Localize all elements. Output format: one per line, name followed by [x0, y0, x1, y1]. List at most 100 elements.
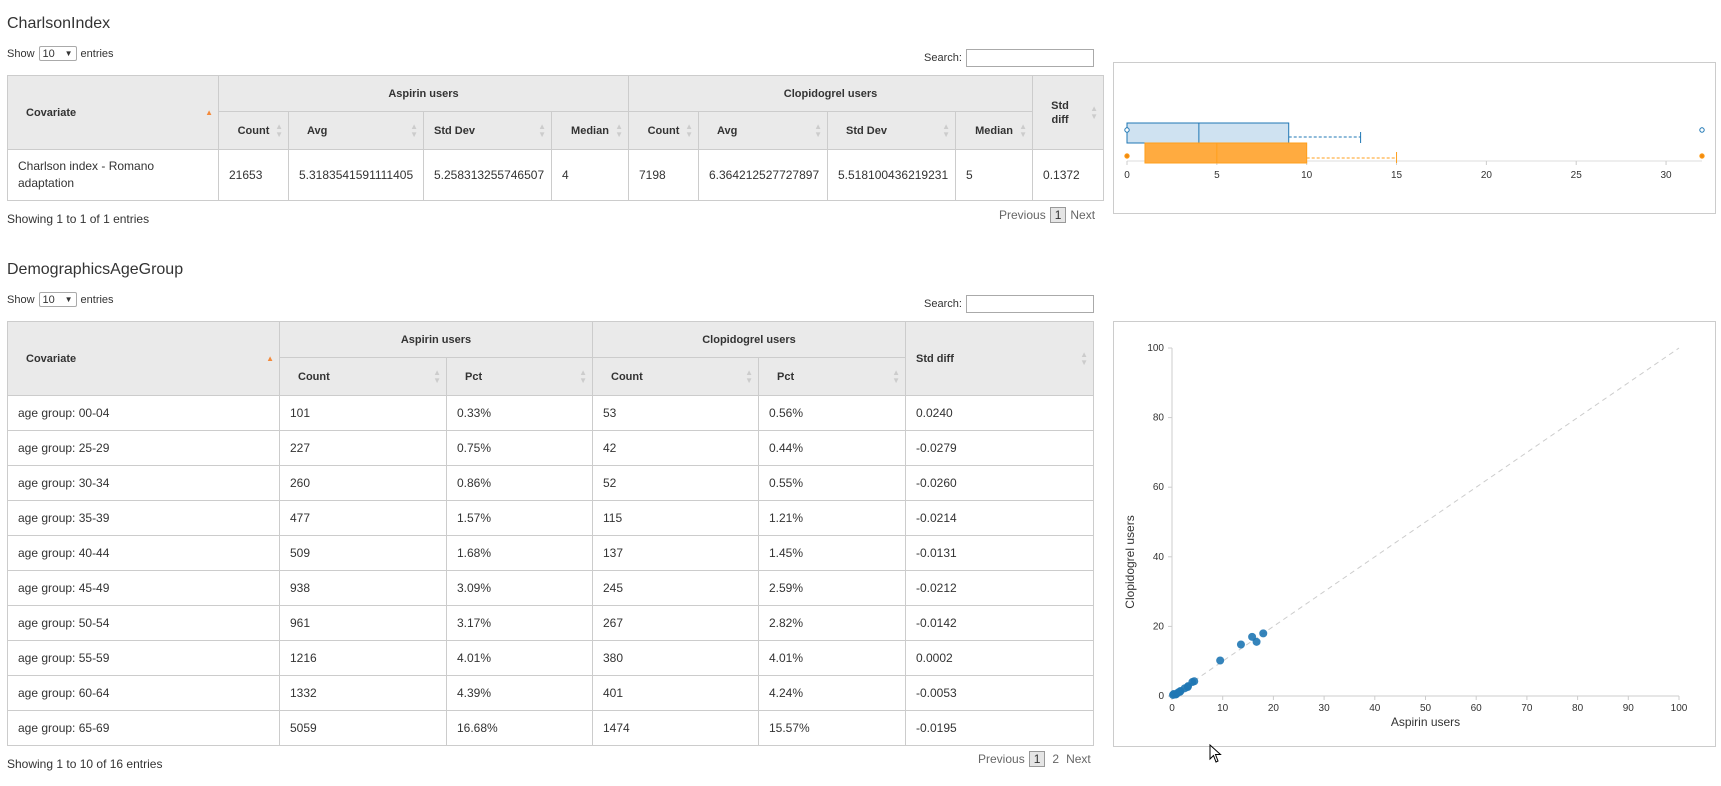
x-tick-label: 90 [1623, 703, 1635, 714]
cell-aspirin-count: 101 [279, 395, 447, 431]
column-header-clopidogrel-count[interactable]: Count ▲ ▼ [592, 357, 759, 396]
cell-aspirin-pct: 0.75% [446, 430, 593, 466]
cell-clopidogrel-count: 42 [592, 430, 759, 466]
search-label: Search: [924, 52, 962, 64]
y-axis-label: Clopidogrel users [1123, 515, 1137, 608]
next-button[interactable]: Next [1066, 752, 1091, 766]
charlson-search: Search: [924, 49, 1094, 67]
cell-clopidogrel-median: 5 [954, 149, 1034, 201]
box-aspirin [1126, 122, 1290, 144]
show-label: Show [7, 293, 35, 306]
table-row: age group: 60-64 1332 4.39% 401 4.24% -0.0053 [7, 675, 1094, 711]
sort-icon: ▲ ▼ [1080, 349, 1088, 367]
scatter-svg: 0 10 20 30 40 50 60 70 80 90 100 0 20 40 60 80 100 Aspiri… [1123, 343, 1688, 729]
column-header-clopidogrel-pct[interactable]: Pct ▲ ▼ [758, 357, 906, 396]
x-tick-label: 100 [1671, 703, 1688, 714]
cell-aspirin-count: 1216 [279, 640, 447, 676]
column-header-clopidogrel-count[interactable]: Count ▲ ▼ [628, 111, 699, 150]
column-header-clopidogrel-std-dev[interactable]: Std Dev ▲ ▼ [827, 111, 956, 150]
cell-clopidogrel-pct: 0.55% [758, 465, 906, 501]
next-button[interactable]: Next [1070, 208, 1096, 222]
previous-button[interactable]: Previous [978, 752, 1025, 766]
entries-select[interactable]: 10 ▼ [38, 46, 77, 61]
entries-value: 10 [42, 293, 55, 306]
cell-aspirin-count: 21653 [218, 149, 289, 201]
sort-asc-icon: ▲ [266, 353, 274, 363]
x-tick-label: 20 [1268, 703, 1280, 714]
x-tick-label: 25 [1571, 170, 1583, 181]
cell-clopidogrel-count: 137 [592, 535, 759, 571]
x-tick-label: 30 [1661, 170, 1673, 181]
demographics-search: Search: [924, 295, 1094, 313]
group-header-aspirin: Aspirin users [279, 321, 593, 358]
scatter-point [1248, 632, 1257, 641]
sort-icon: ▲ ▼ [1090, 103, 1099, 121]
column-header-aspirin-count[interactable]: Count ▲ ▼ [279, 357, 447, 396]
demographics-table: Covariate ▲ Aspirin users Clopidogrel use… [7, 321, 1094, 746]
box-clopidogrel [1144, 142, 1308, 164]
sort-icon: ▲ ▼ [410, 121, 418, 139]
page-1-button[interactable]: 1 [1049, 207, 1067, 223]
table-row: age group: 30-34 260 0.86% 52 0.55% -0.0260 [7, 465, 1094, 501]
charlson-table-info: Showing 1 to 1 of 1 entries [7, 212, 150, 226]
cursor-icon [1209, 744, 1222, 763]
entries-value: 10 [42, 47, 55, 60]
sort-icon: ▲ ▼ [433, 367, 441, 385]
cell-std-diff: 0.1372 [1032, 149, 1105, 201]
page-2-button[interactable]: 2 [1052, 752, 1060, 766]
page-1-button[interactable]: 1 [1028, 751, 1046, 767]
cell-std-diff: -0.0212 [905, 570, 1094, 606]
cell-clopidogrel-avg: 6.364212527727897 [698, 149, 828, 201]
y-tick-label: 60 [1153, 482, 1165, 493]
cell-clopidogrel-pct: 4.24% [758, 675, 906, 711]
column-header-aspirin-std-dev[interactable]: Std Dev ▲ ▼ [423, 111, 552, 150]
cell-clopidogrel-pct: 15.57% [758, 710, 906, 746]
cell-std-diff: -0.0131 [905, 535, 1094, 571]
outlier-point [1699, 127, 1705, 133]
sort-icon: ▲ ▼ [745, 367, 753, 385]
cell-aspirin-avg: 5.3183541591111405 [288, 149, 424, 201]
min-point [1124, 153, 1130, 159]
column-header-covariate[interactable]: Covariate ▲ [7, 75, 219, 150]
sort-icon: ▲ ▼ [615, 121, 623, 139]
column-header-aspirin-pct[interactable]: Pct ▲ ▼ [446, 357, 593, 396]
column-header-clopidogrel-avg[interactable]: Avg ▲ ▼ [698, 111, 828, 150]
search-input[interactable] [965, 295, 1094, 313]
cell-std-diff: -0.0053 [905, 675, 1094, 711]
group-header-aspirin: Aspirin users [218, 75, 629, 112]
search-input[interactable] [965, 49, 1094, 67]
previous-button[interactable]: Previous [999, 208, 1046, 222]
column-header-std-diff[interactable]: Std diff ▲ ▼ [1032, 75, 1105, 150]
column-header-aspirin-avg[interactable]: Avg ▲ ▼ [288, 111, 424, 150]
column-header-aspirin-count[interactable]: Count ▲ ▼ [218, 111, 289, 150]
cell-clopidogrel-count: 380 [592, 640, 759, 676]
column-header-clopidogrel-median[interactable]: Median ▲ ▼ [954, 111, 1034, 150]
cell-std-diff: -0.0279 [905, 430, 1094, 466]
column-header-aspirin-median[interactable]: Median ▲ ▼ [551, 111, 629, 150]
cell-covariate: age group: 60-64 [7, 675, 280, 711]
cell-covariate: age group: 00-04 [7, 395, 280, 431]
scatter-point [1174, 688, 1183, 697]
sort-icon: ▲ ▼ [942, 121, 950, 139]
cell-clopidogrel-pct: 4.01% [758, 640, 906, 676]
cell-clopidogrel-sd: 5.518100436219231 [827, 149, 956, 201]
diagonal-line [1171, 347, 1680, 697]
table-row: Charlson index - Romano adaptation 21653… [7, 149, 1105, 201]
column-header-covariate[interactable]: Covariate ▲ [7, 321, 280, 396]
column-header-std-diff[interactable]: Std diff ▲ ▼ [905, 321, 1094, 396]
cell-aspirin-count: 477 [279, 500, 447, 536]
demographics-scatter: 0 10 20 30 40 50 60 70 80 90 100 0 20 40 60 80 100 Aspiri… [1113, 321, 1716, 747]
sort-icon: ▲ ▼ [1019, 121, 1028, 139]
cell-covariate: age group: 45-49 [7, 570, 280, 606]
charlson-title: CharlsonIndex [7, 15, 111, 32]
x-tick-label: 50 [1420, 703, 1432, 714]
table-row: age group: 65-69 5059 16.68% 1474 15.57% -0.0… [7, 710, 1094, 746]
cell-aspirin-count: 509 [279, 535, 447, 571]
x-tick-label: 70 [1521, 703, 1533, 714]
demographics-pagination: Previous 1 2 Next [978, 751, 1091, 767]
x-tick-label: 20 [1481, 170, 1493, 181]
cell-clopidogrel-count: 267 [592, 605, 759, 641]
x-tick-label: 40 [1369, 703, 1381, 714]
entries-select[interactable]: 10 ▼ [38, 292, 77, 307]
scatter-point [1190, 677, 1199, 686]
